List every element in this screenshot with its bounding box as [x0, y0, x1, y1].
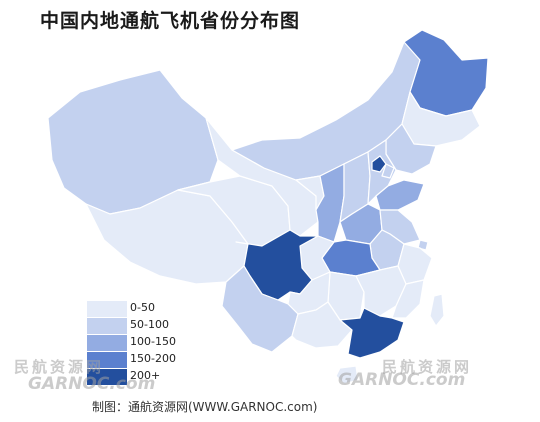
legend-swatch — [86, 334, 128, 352]
legend-swatch — [86, 368, 128, 386]
province-tianjin — [381, 163, 395, 179]
legend-item: 150-200 — [86, 351, 186, 369]
province-shaanxi — [315, 163, 345, 243]
watermark-left-en: GARNOC.com — [28, 374, 156, 394]
province-beijing — [371, 155, 387, 173]
legend-item: 50-100 — [86, 317, 186, 335]
map-title: 中国内地通航飞机省份分布图 — [40, 10, 301, 32]
legend-label: 50-100 — [130, 318, 169, 331]
legend-label: 150-200 — [130, 352, 176, 365]
legend-label: 200+ — [130, 369, 161, 382]
legend-item: 200+ — [86, 368, 186, 386]
watermark-left-cn: 民航资源网 — [14, 358, 105, 376]
legend-swatch — [86, 317, 128, 335]
legend-swatch — [86, 300, 128, 318]
legend-item: 0-50 — [86, 300, 186, 318]
province-taiwan — [429, 293, 445, 327]
legend-label: 0-50 — [130, 301, 155, 314]
province-guangxi — [291, 301, 353, 349]
legend: 0-50 50-100 100-150 150-200 200+ — [86, 300, 186, 386]
province-hainan — [335, 365, 359, 385]
watermark-right-cn: 民航资源网 — [382, 358, 473, 376]
province-guangdong — [339, 307, 405, 359]
province-shanghai — [417, 239, 429, 251]
legend-item: 100-150 — [86, 334, 186, 352]
source-note: 制图：通航资源网(WWW.GARNOC.com) — [92, 400, 318, 414]
legend-label: 100-150 — [130, 335, 176, 348]
watermark-right-en: GARNOC.com — [338, 370, 466, 390]
province-heilongjiang — [403, 29, 489, 117]
